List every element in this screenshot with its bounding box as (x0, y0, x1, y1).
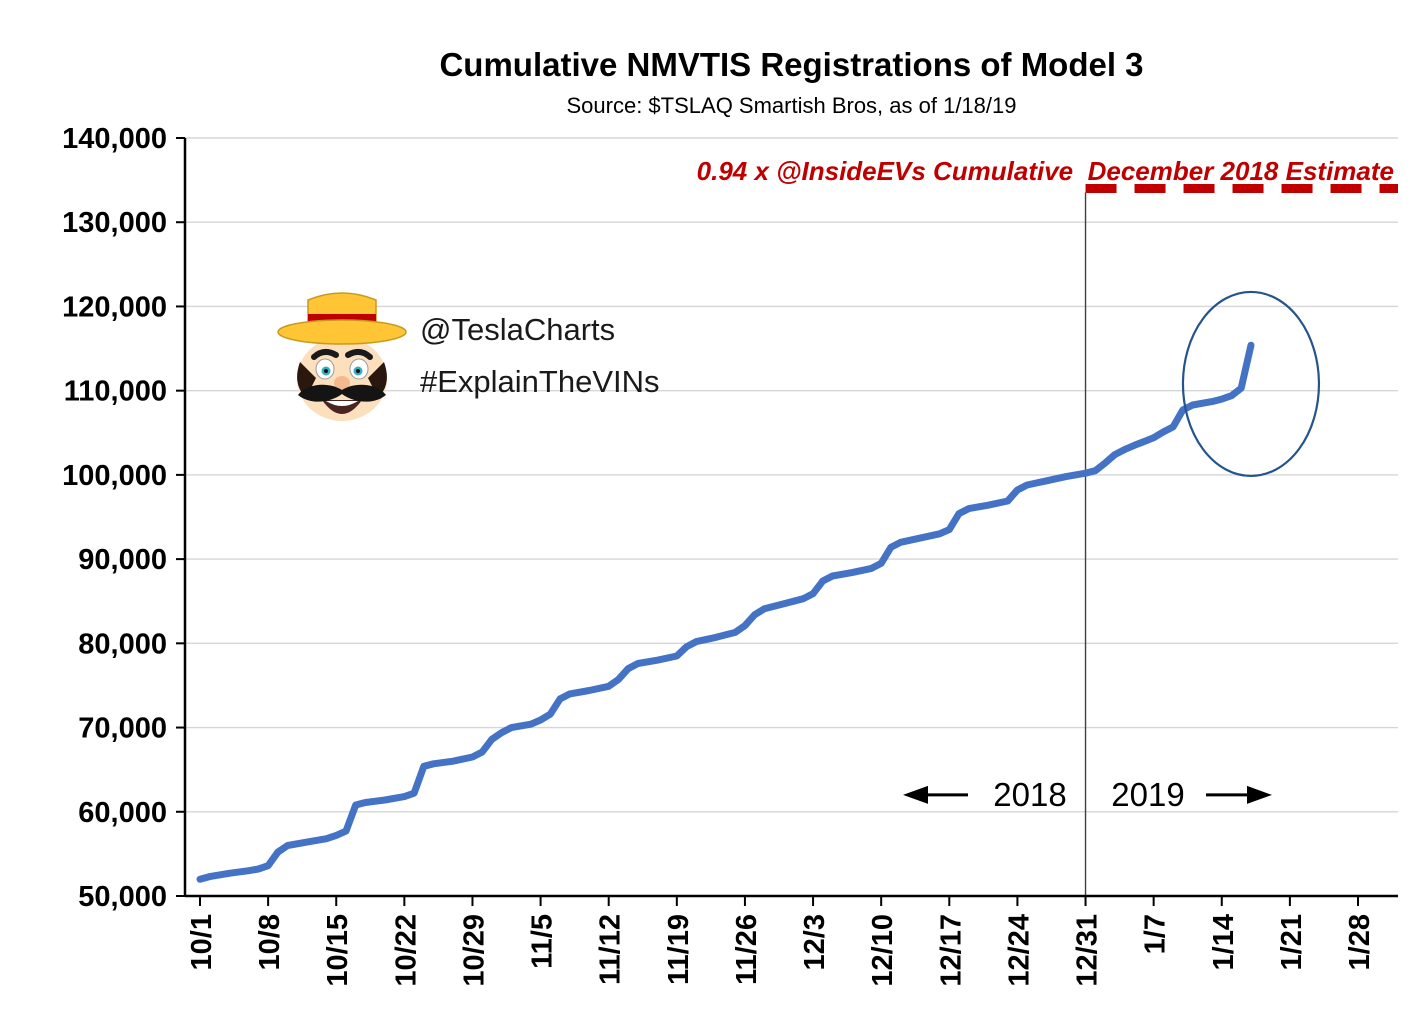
x-tick-label: 12/24 (1003, 914, 1035, 987)
chart-subtitle: Source: $TSLAQ Smartish Bros, as of 1/18… (566, 93, 1017, 118)
x-tick-label: 10/1 (186, 914, 218, 970)
x-tick-label: 12/31 (1072, 914, 1104, 987)
y-tick-label: 80,000 (78, 628, 167, 660)
x-tick-label: 11/5 (527, 914, 559, 969)
mascot-teeth (326, 401, 358, 406)
y-tick-label: 110,000 (64, 376, 167, 408)
y-tick-label: 140,000 (62, 123, 167, 155)
y-tick-label: 120,000 (62, 291, 167, 323)
x-tick-label: 10/8 (254, 914, 286, 970)
x-tick-label: 10/15 (322, 914, 354, 987)
x-tick-label: 11/19 (663, 914, 695, 985)
mascot-eyebrow-right (345, 349, 373, 360)
arrow-right-icon (1247, 785, 1272, 804)
y-tick-label: 50,000 (78, 881, 167, 913)
year-label-2019: 2019 (1111, 776, 1184, 813)
x-tick-label: 10/29 (458, 914, 490, 987)
x-tick-label: 1/14 (1208, 914, 1240, 970)
x-tick-label: 11/12 (595, 914, 627, 985)
x-tick-label: 12/17 (935, 914, 967, 987)
x-tick-label: 1/7 (1140, 914, 1172, 954)
year-label-2018: 2018 (993, 776, 1066, 813)
mascot-pupil-right (356, 369, 360, 373)
mascot-nose (334, 376, 350, 390)
x-tick-label: 1/21 (1276, 914, 1308, 970)
mascot-eyebrow-left (311, 349, 339, 360)
y-tick-label: 70,000 (78, 713, 167, 745)
mascot-icon (277, 292, 407, 421)
page-title: Cumulative NMVTIS Registrations of Model… (439, 46, 1144, 83)
y-tick-label: 60,000 (78, 797, 167, 829)
x-tick-label: 12/3 (799, 914, 831, 970)
x-tick-label: 10/22 (390, 914, 422, 987)
y-tick-label: 100,000 (62, 460, 167, 492)
mascot-hair-right (368, 362, 387, 398)
y-tick-label: 130,000 (62, 207, 167, 239)
y-tick-label: 90,000 (78, 544, 167, 576)
estimate-annotation-label: 0.94 x @InsideEVs Cumulative December 20… (696, 156, 1394, 186)
watermark-hashtag: #ExplainTheVINs (420, 364, 660, 399)
arrow-left-icon (903, 785, 928, 804)
x-tick-label: 12/10 (867, 914, 899, 987)
mascot-mustache (298, 384, 386, 402)
highlight-ellipse (1181, 290, 1321, 478)
x-tick-label: 11/26 (731, 914, 763, 985)
x-tick-label: 1/28 (1344, 914, 1376, 970)
registrations-line (196, 341, 1255, 883)
mascot-pupil-left (324, 369, 328, 373)
mascot-hat-brim (277, 319, 407, 345)
plot-area: 50,000 60,000 70,000 80,000 90,000 100,000 110… (62, 123, 1398, 987)
watermark-handle: @TeslaCharts (420, 312, 616, 347)
mascot-hair-left (297, 362, 316, 398)
